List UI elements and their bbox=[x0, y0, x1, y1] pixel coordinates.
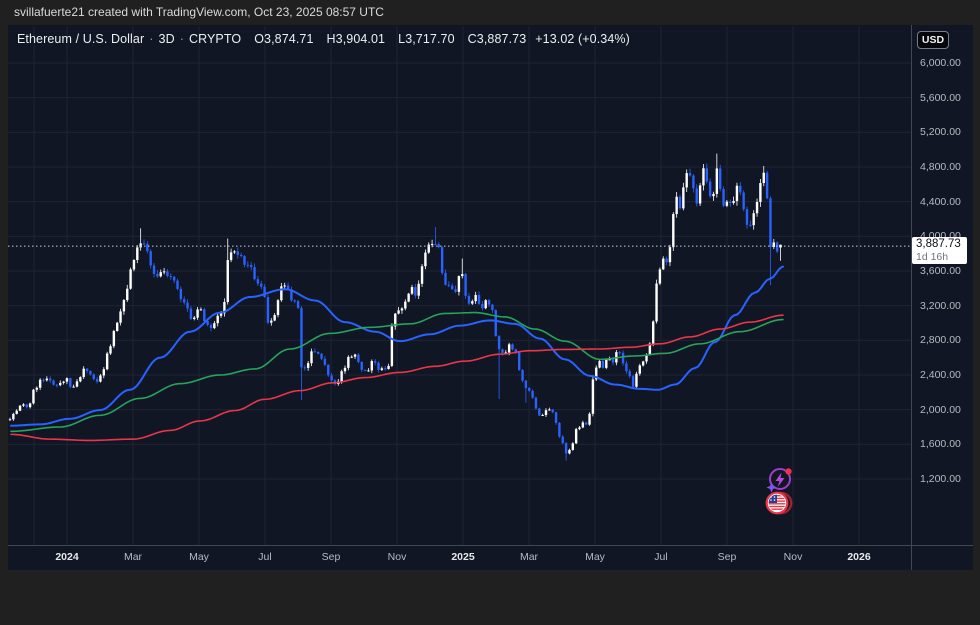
time-tick-label: Mar bbox=[123, 551, 143, 563]
price-tick-label: 4,400.00 bbox=[920, 195, 961, 208]
separator-dot: · bbox=[179, 32, 184, 46]
flash-event-icon[interactable] bbox=[765, 464, 795, 494]
price-tick-label: 3,600.00 bbox=[920, 265, 961, 277]
ohlc-low: L3,717.70 bbox=[398, 32, 455, 46]
time-tick-label: 2024 bbox=[55, 551, 79, 563]
separator-dot: · bbox=[149, 32, 154, 46]
us-flag-economic-event-icon[interactable] bbox=[762, 488, 796, 518]
ma-medium-line bbox=[10, 311, 784, 433]
price-change: +13.02 (+0.34%) bbox=[535, 32, 630, 46]
price-tick-label: 2,800.00 bbox=[920, 334, 961, 347]
price-tick-label: 2,000.00 bbox=[920, 403, 961, 416]
last-price-label: 3,887.73 1d 16h bbox=[912, 237, 967, 264]
time-tick-label: Sep bbox=[321, 551, 341, 563]
ma-fast-line bbox=[10, 265, 784, 427]
ma-slow-line bbox=[10, 314, 784, 442]
notification-dot bbox=[785, 468, 792, 475]
time-tick-label: Jul bbox=[258, 551, 272, 563]
time-tick-label: Nov bbox=[387, 551, 407, 563]
ohlc-high: H3,904.01 bbox=[326, 32, 386, 46]
watermark-bar: TradingView bbox=[0, 570, 980, 625]
time-tick-label: Mar bbox=[519, 551, 539, 563]
last-price-marker bbox=[779, 244, 782, 248]
price-tick-label: 5,600.00 bbox=[920, 91, 961, 104]
price-tick-label: 1,200.00 bbox=[920, 473, 961, 485]
price-axis[interactable]: 6,000.00 5,600.00 5,200.00 4,800.00 4,400.00… bbox=[912, 25, 973, 545]
symbol-name[interactable]: Ethereum / U.S. Dollar bbox=[17, 32, 145, 46]
sparkle-star bbox=[766, 482, 777, 493]
time-tick-label: Nov bbox=[783, 551, 803, 563]
market-type: CRYPTO bbox=[188, 32, 242, 46]
chart-interval[interactable]: 3D bbox=[158, 32, 175, 46]
candles-layer bbox=[8, 153, 782, 461]
price-tick-label: 6,000.00 bbox=[920, 57, 961, 69]
attribution-text: svillafuerte21 created with TradingView.… bbox=[14, 5, 384, 19]
time-tick-label: 2026 bbox=[847, 551, 871, 563]
us-flag bbox=[768, 494, 786, 512]
price-tick-label: 1,600.00 bbox=[920, 438, 961, 451]
currency-toggle-button[interactable]: USD bbox=[917, 31, 949, 49]
time-axis[interactable]: 2024 Mar May Jul Sep Nov 2025 Mar May Jul Sep Nov 20… bbox=[8, 546, 911, 570]
price-tick-label: 5,200.00 bbox=[920, 126, 961, 139]
bar-countdown: 1d 16h bbox=[916, 251, 949, 263]
time-tick-label: May bbox=[585, 551, 605, 563]
price-tick-label: 4,800.00 bbox=[920, 161, 961, 173]
last-price-value: 3,887.73 bbox=[916, 238, 961, 250]
chart-header: Ethereum / U.S. Dollar · 3D · CRYPTO O3,874.7… bbox=[17, 32, 630, 46]
attribution-bar: svillafuerte21 created with TradingView.… bbox=[0, 0, 980, 25]
price-tick-label: 2,400.00 bbox=[920, 369, 961, 381]
ohlc-close: C3,887.73 bbox=[467, 32, 527, 46]
time-tick-label: Jul bbox=[654, 551, 668, 563]
time-tick-label: May bbox=[189, 551, 209, 563]
lightning-bolt bbox=[775, 472, 785, 487]
time-tick-label: Sep bbox=[717, 551, 737, 563]
ohlc-open: O3,874.71 bbox=[254, 32, 314, 46]
time-tick-label: 2025 bbox=[451, 551, 475, 563]
price-tick-label: 3,200.00 bbox=[920, 299, 961, 312]
